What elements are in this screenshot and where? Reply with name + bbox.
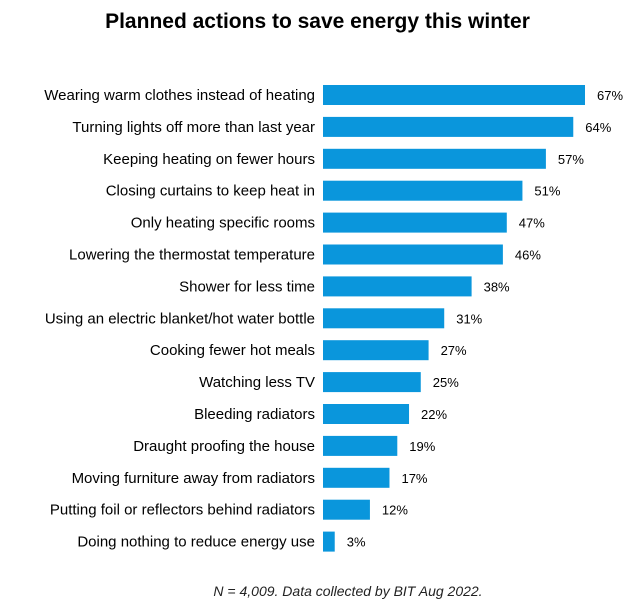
value-label: 27% <box>441 343 467 358</box>
bar <box>323 276 472 297</box>
category-label: Cooking fewer hot meals <box>150 342 315 359</box>
value-label: 22% <box>421 407 447 422</box>
category-label: Doing nothing to reduce energy use <box>77 534 315 551</box>
bar <box>323 244 503 265</box>
bar <box>323 180 523 201</box>
value-label: 46% <box>515 248 541 263</box>
category-label: Turning lights off more than last year <box>72 119 315 136</box>
bar <box>323 116 574 137</box>
category-label: Putting foil or reflectors behind radiat… <box>50 502 315 519</box>
value-label: 25% <box>433 375 459 390</box>
value-label: 19% <box>409 439 435 454</box>
category-label: Wearing warm clothes instead of heating <box>44 87 315 104</box>
value-label: 31% <box>456 311 482 326</box>
category-label: Closing curtains to keep heat in <box>106 183 315 200</box>
bar <box>323 499 370 520</box>
footnote: N = 4,009. Data collected by BIT Aug 202… <box>213 583 483 599</box>
value-labels: 67% 64% 57% 51% 47% 46% 38% 31% 27% 25% 22% 19% 17% 1… <box>347 88 624 550</box>
value-label: 12% <box>382 503 408 518</box>
category-label: Only heating specific rooms <box>131 215 315 232</box>
bar <box>323 531 335 552</box>
bar <box>323 212 507 233</box>
category-label: Watching less TV <box>199 374 315 391</box>
category-label: Bleeding radiators <box>194 406 315 423</box>
value-label: 17% <box>401 471 427 486</box>
category-label: Keeping heating on fewer hours <box>103 151 315 168</box>
value-label: 51% <box>534 184 560 199</box>
value-label: 38% <box>484 279 510 294</box>
category-label: Shower for less time <box>179 278 315 295</box>
category-label: Lowering the thermostat temperature <box>69 247 315 264</box>
bar <box>323 435 398 456</box>
value-label: 57% <box>558 152 584 167</box>
category-label: Using an electric blanket/hot water bott… <box>45 310 315 327</box>
bars <box>323 85 585 552</box>
bar <box>323 85 585 105</box>
bar <box>323 308 445 329</box>
bar <box>323 340 429 361</box>
value-label: 47% <box>519 216 545 231</box>
bar <box>323 404 410 424</box>
value-label: 67% <box>597 88 623 103</box>
bar <box>323 467 390 488</box>
bar <box>323 372 421 393</box>
category-label: Moving furniture away from radiators <box>72 470 315 487</box>
value-label: 3% <box>347 535 366 550</box>
value-label: 64% <box>585 120 611 135</box>
category-labels: Wearing warm clothes instead of heating T… <box>44 87 315 551</box>
bar <box>323 148 546 169</box>
chart-title: Planned actions to save energy this wint… <box>105 10 530 33</box>
category-label: Draught proofing the house <box>133 438 315 455</box>
